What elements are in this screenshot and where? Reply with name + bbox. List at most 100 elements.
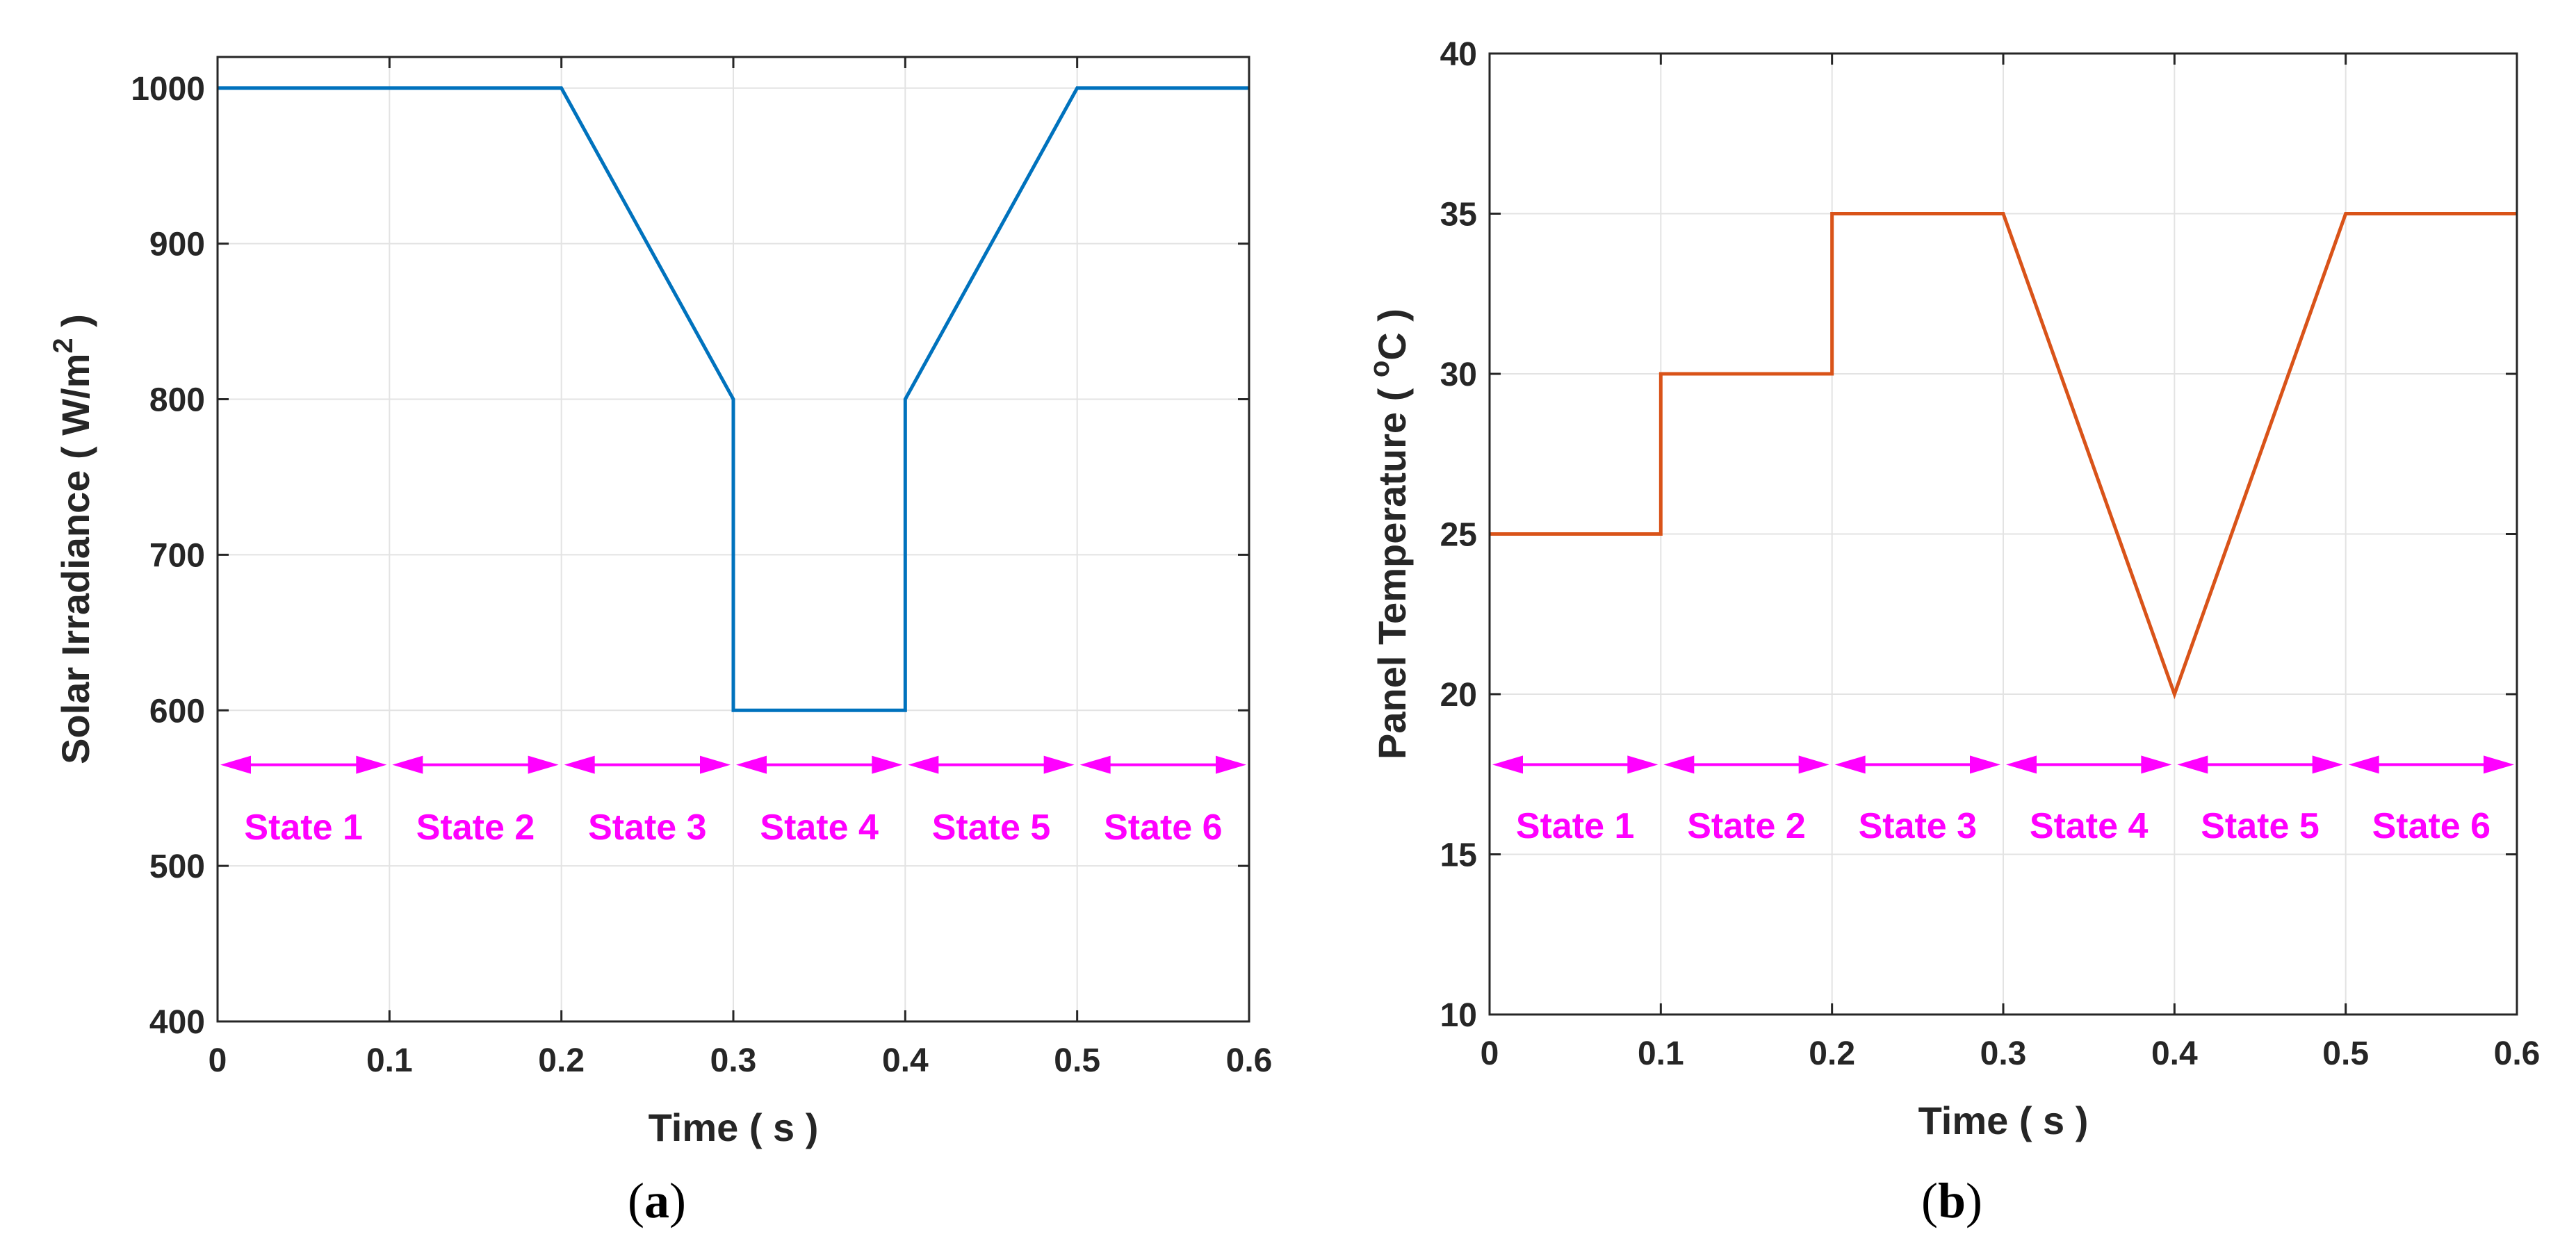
state-arrow: [908, 755, 1075, 774]
state-label: State 6: [1104, 807, 1223, 848]
state-label: State 1: [1516, 806, 1635, 846]
arrowhead-left-icon: [908, 755, 939, 774]
state-label: State 4: [2030, 806, 2149, 846]
state-arrow: [2006, 755, 2172, 774]
arrowhead-left-icon: [2006, 755, 2037, 774]
x-tick-label: 0.1: [1638, 1035, 1684, 1072]
x-tick-label: 0.3: [1980, 1035, 2027, 1072]
data-series-line-1: [218, 86, 1249, 712]
panel-caption: (b): [1921, 1173, 1982, 1229]
arrowhead-left-icon: [1663, 755, 1695, 774]
arrowhead-right-icon: [700, 755, 731, 774]
caption-letter: b: [1938, 1173, 1966, 1229]
arrowhead-right-icon: [1627, 755, 1658, 774]
arrowhead-right-icon: [1970, 755, 2000, 774]
x-tick-label: 0.5: [1054, 1042, 1100, 1079]
caption-letter: a: [644, 1173, 669, 1229]
state-arrow: [392, 755, 559, 774]
state-arrow: [736, 755, 903, 774]
arrowhead-left-icon: [2177, 755, 2208, 774]
arrowhead-right-icon: [2312, 755, 2343, 774]
state-label: State 5: [2201, 806, 2320, 846]
y-tick-label: 25: [1440, 517, 1477, 554]
arrowhead-right-icon: [2484, 755, 2514, 774]
arrowhead-left-icon: [736, 755, 767, 774]
state-label: State 5: [932, 807, 1051, 848]
y-axis-label-prefix: Panel Temperature (: [1370, 377, 1414, 759]
state-label: State 2: [416, 807, 535, 848]
y-tick-label: 20: [1440, 677, 1477, 714]
y-axis-label-prefix: Solar Irradiance ( W/m: [54, 354, 97, 764]
arrowhead-right-icon: [1798, 755, 1829, 774]
y-tick-label: 700: [149, 537, 205, 574]
x-tick-label: 0.2: [538, 1042, 585, 1079]
arrowhead-left-icon: [2348, 755, 2379, 774]
state-label: State 6: [2372, 806, 2491, 846]
y-axis-label-superscript: 2: [48, 338, 79, 353]
y-axis-label-suffix: ): [54, 314, 97, 338]
y-axis-label: Solar Irradiance ( W/m2 ): [48, 314, 97, 764]
x-tick-label: 0.3: [710, 1042, 757, 1079]
y-tick-label: 40: [1440, 36, 1477, 73]
arrowhead-left-icon: [564, 755, 595, 774]
y-tick-label: 400: [149, 1004, 205, 1041]
caption-close: ): [1966, 1173, 1982, 1229]
state-arrow: [1663, 755, 1829, 774]
chart-panel-a: 0 0.1 0.2 0.3 0.4 0.5 0.6 400 500 600 700 800 900 100…: [48, 56, 1273, 1229]
x-tick-label: 0.5: [2322, 1035, 2369, 1072]
axes-frame: [1488, 52, 2518, 1016]
arrowhead-left-icon: [1834, 755, 1866, 774]
y-axis-label-suffix: C ): [1370, 309, 1414, 361]
axes-frame: [216, 56, 1250, 1023]
arrowhead-left-icon: [1492, 755, 1523, 774]
y-tick-label: 35: [1440, 197, 1477, 233]
state-arrow: [220, 755, 387, 774]
arrowhead-right-icon: [872, 755, 903, 774]
y-tick-label: 600: [149, 693, 205, 730]
x-tick-label: 0: [209, 1042, 227, 1079]
caption-open: (: [628, 1173, 644, 1229]
x-tick-label: 0.4: [2151, 1035, 2198, 1072]
x-tick-label: 0.1: [366, 1042, 413, 1079]
arrowhead-right-icon: [2141, 755, 2172, 774]
state-arrow: [2177, 755, 2343, 774]
x-tick-label: 0.6: [2494, 1035, 2541, 1072]
arrowhead-right-icon: [356, 755, 387, 774]
panel-caption: (a): [628, 1173, 686, 1229]
y-tick-label: 500: [149, 848, 205, 885]
state-label: State 4: [760, 807, 879, 848]
chart-panel-b: 0 0.1 0.2 0.3 0.4 0.5 0.6 10 15 20 25 30 35 40 State 1…: [1364, 36, 2540, 1229]
state-arrow: [1079, 755, 1246, 774]
caption-open: (: [1921, 1173, 1938, 1229]
arrowhead-right-icon: [1043, 755, 1075, 774]
state-arrow: [1834, 755, 2000, 774]
x-axis-label: Time ( s ): [1918, 1099, 2089, 1142]
arrowhead-right-icon: [528, 755, 559, 774]
arrowhead-right-icon: [1216, 755, 1246, 774]
y-tick-label: 15: [1440, 837, 1477, 874]
state-arrow: [2348, 755, 2514, 774]
y-tick-label: 900: [149, 227, 205, 263]
y-axis-label-superscript: o: [1364, 361, 1395, 377]
arrowhead-left-icon: [220, 755, 251, 774]
x-axis-label: Time ( s ): [649, 1106, 819, 1149]
y-tick-label: 30: [1440, 356, 1477, 393]
y-tick-label: 10: [1440, 997, 1477, 1034]
state-label: State 2: [1687, 806, 1806, 846]
y-tick-label: 800: [149, 382, 205, 419]
x-tick-label: 0.2: [1809, 1035, 1855, 1072]
caption-close: ): [669, 1173, 686, 1229]
x-tick-label: 0.4: [882, 1042, 929, 1079]
x-tick-label: 0.6: [1226, 1042, 1273, 1079]
x-tick-label: 0: [1481, 1035, 1499, 1072]
state-arrow: [1492, 755, 1658, 774]
y-tick-label: 1000: [131, 71, 205, 108]
arrowhead-left-icon: [392, 755, 423, 774]
state-label: State 3: [1859, 806, 1978, 846]
state-label: State 1: [244, 807, 363, 848]
arrowhead-left-icon: [1079, 755, 1111, 774]
y-axis-label: Panel Temperature ( oC ): [1364, 309, 1414, 759]
state-label: State 3: [588, 807, 707, 848]
state-arrow: [564, 755, 731, 774]
